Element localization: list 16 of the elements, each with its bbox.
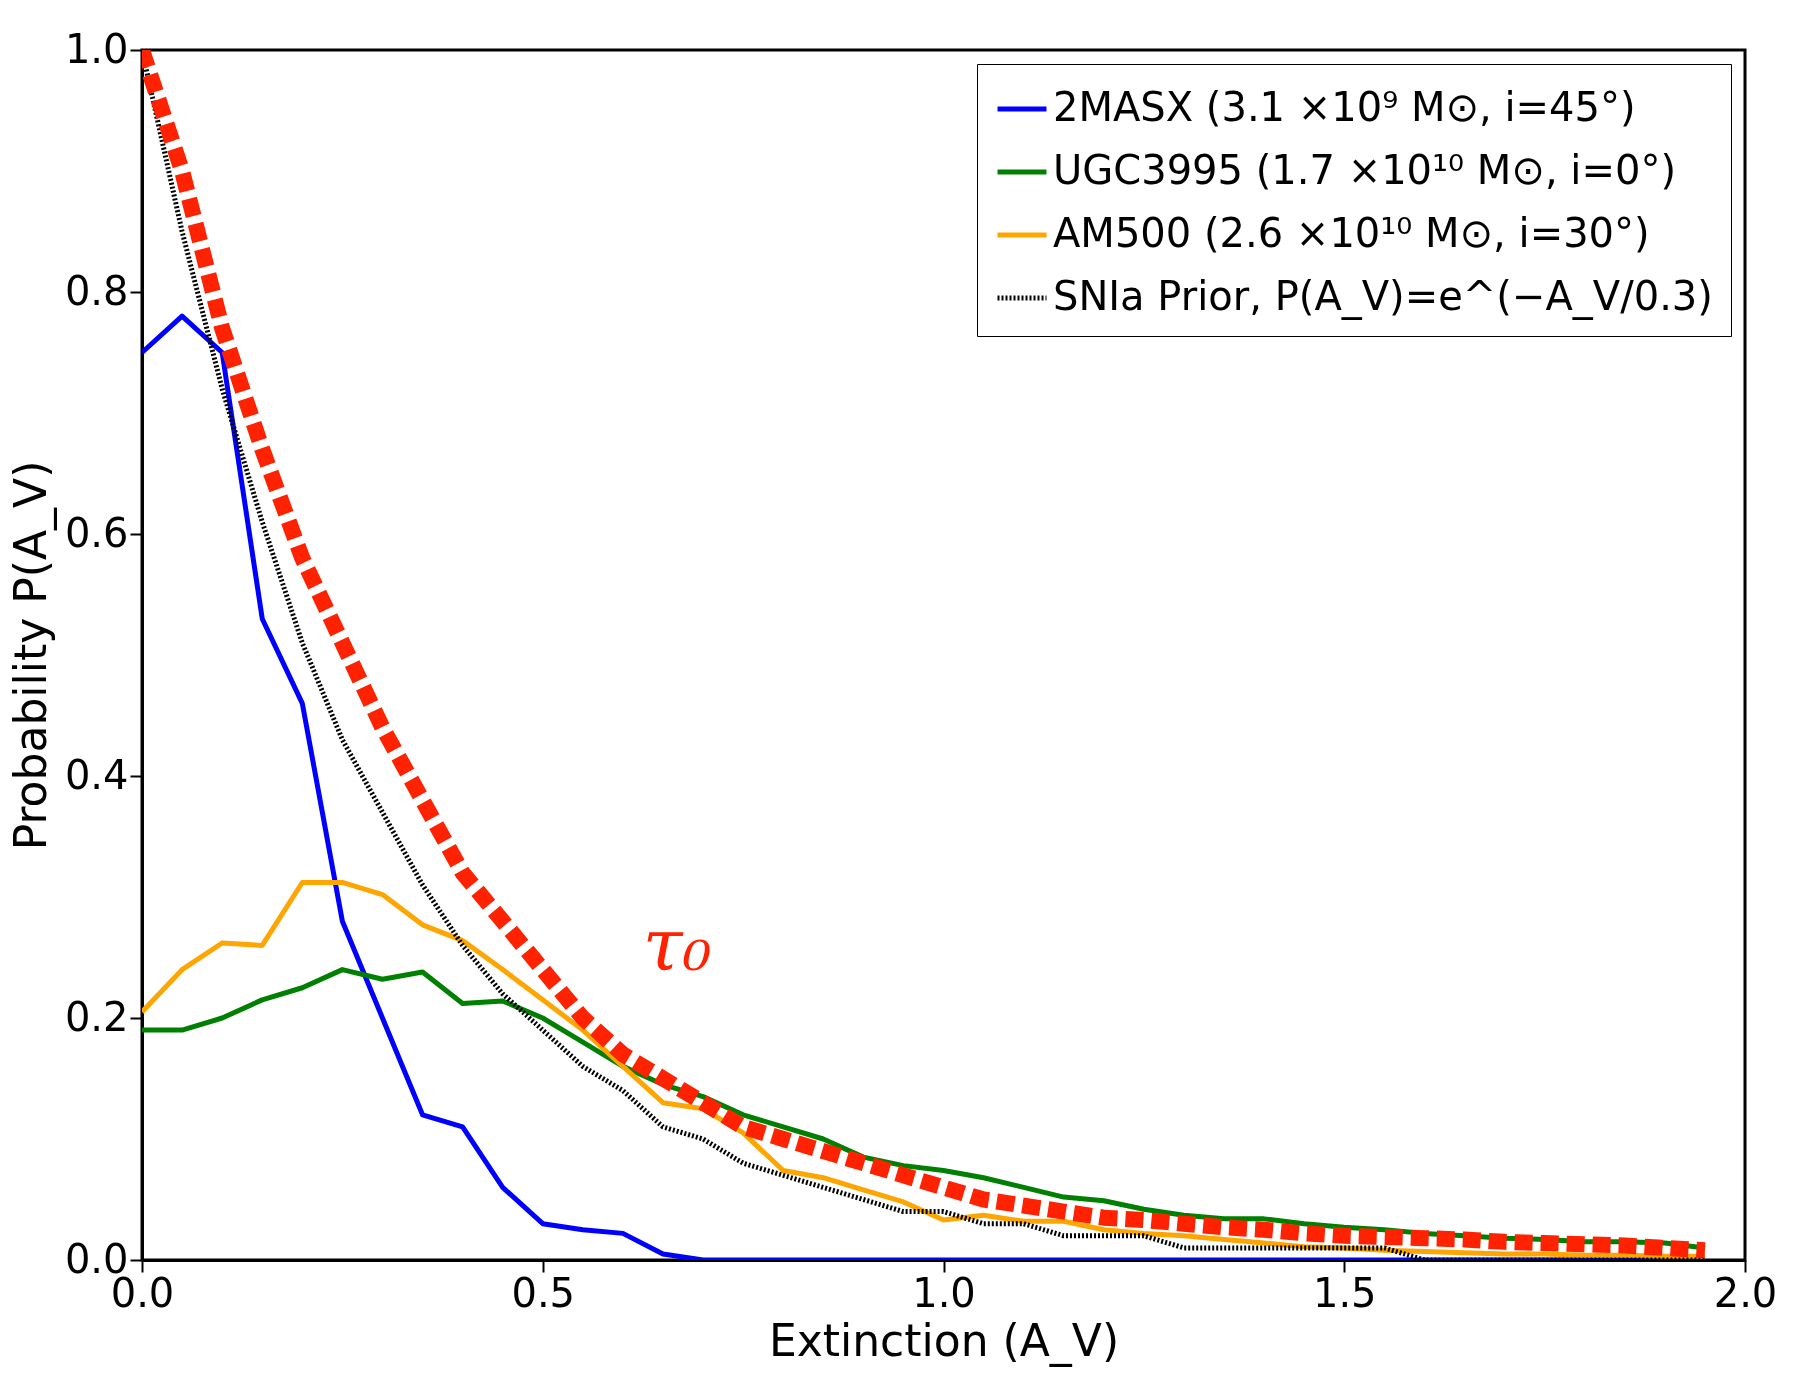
series-label: τ₀ (642, 903, 712, 987)
y-tick-label: 1.0 (64, 25, 129, 72)
legend-label: SNIa Prior, P(A_V)=e^(−A_V/0.3) (1053, 273, 1713, 320)
x-tick-label: 1.0 (912, 1269, 976, 1316)
y-tick-label: 0.4 (64, 751, 129, 798)
y-axis-title: Probability P(A_V) (4, 460, 57, 851)
x-tick-label: 1.5 (1312, 1269, 1377, 1316)
y-tick-label: 0.2 (64, 993, 129, 1040)
y-tick-label: 0.6 (64, 509, 129, 556)
y-tick-label: 0.8 (64, 267, 129, 314)
x-tick-label: 2.0 (1713, 1269, 1778, 1316)
x-axis-title: Extinction (A_V) (768, 1314, 1120, 1367)
x-tick-label: 0.5 (511, 1269, 576, 1316)
legend-label: UGC3995 (1.7 ×10¹⁰ M⊙, i=0°) (1053, 147, 1676, 193)
legend-label: AM500 (2.6 ×10¹⁰ M⊙, i=30°) (1053, 210, 1650, 256)
legend-label: 2MASX (3.1 ×10⁹ M⊙, i=45°) (1053, 84, 1636, 130)
